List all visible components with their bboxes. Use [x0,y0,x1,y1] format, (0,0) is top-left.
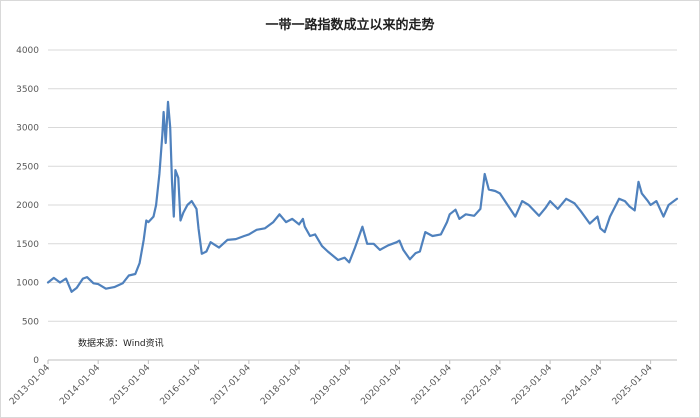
x-tick-label: 2018-01-04 [259,363,303,407]
series-group [46,100,679,293]
chart-title: 一带一路指数成立以来的走势 [265,17,434,33]
source-note: 数据来源：Wind资讯 [78,337,164,349]
x-tick-label: 2013-01-04 [8,363,52,407]
y-tick-label: 3000 [16,124,39,134]
x-tick-label: 2022-01-04 [460,363,504,407]
y-tick-label: 1000 [16,279,39,289]
y-tick-label: 0 [33,356,39,366]
y-tick-label: 2000 [16,201,39,211]
x-tick-label: 2021-01-04 [410,363,454,407]
x-tick-label: 2020-01-04 [359,363,403,407]
x-tick-label: 2024-01-04 [560,363,604,407]
x-tick-label: 2014-01-04 [58,363,102,407]
y-tick-label: 4000 [16,46,39,56]
x-tick-label: 2016-01-04 [159,363,203,407]
y-tick-label: 1500 [16,240,39,250]
y-axis-tick-labels: 0 500 1000 1500 2000 2500 3000 3500 4000 [16,46,39,366]
y-tick-label: 500 [22,317,39,327]
x-tick-label: 2015-01-04 [108,363,152,407]
y-tick-label: 3500 [16,85,39,95]
grid-lines [48,49,677,322]
x-tick-label: 2017-01-04 [209,363,253,407]
x-tick-label: 2023-01-04 [510,363,554,407]
series-line [46,100,679,293]
x-tick-label: 2019-01-04 [309,363,353,407]
x-tick-label: 2025-01-04 [611,363,655,407]
x-axis-tick-labels: 2013-01-04 2014-01-04 2015-01-04 2016-01-04… [8,360,655,407]
y-tick-label: 2500 [16,162,39,172]
